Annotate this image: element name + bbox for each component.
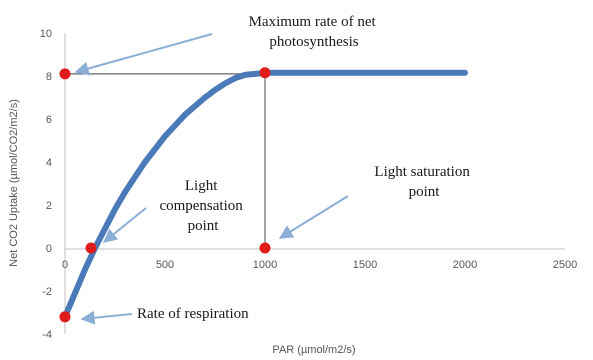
annotation-saturation: Light saturation point: [374, 164, 473, 200]
annotation-max-rate: Maximum rate of net photosynthesis: [249, 14, 380, 50]
y-tick-label: -4: [42, 329, 52, 341]
point-respiration: [59, 311, 71, 323]
y-tick-label: 8: [46, 71, 52, 83]
annotation-max-rate-line1: Maximum rate of net: [249, 14, 377, 30]
annotation-compensation-line2: compensation: [159, 198, 243, 214]
annotation-compensation-line3: point: [188, 218, 220, 234]
x-tick-label: 500: [156, 259, 174, 271]
x-tick-label: 1500: [353, 259, 377, 271]
arrow-max-rate: [74, 33, 213, 76]
y-tick-label: 0: [46, 243, 52, 255]
y-tick-label: 6: [46, 114, 52, 126]
y-tick-label: 10: [40, 28, 52, 40]
y-tick-labels: -4 -2 0 2 4 6 8 10: [40, 28, 52, 341]
y-tick-label: 4: [46, 157, 52, 169]
annotation-compensation-line1: Light: [185, 178, 218, 194]
point-saturation: [259, 242, 271, 254]
x-tick-labels: 0 500 1000 1500 2000 2500: [62, 259, 577, 271]
y-tick-label: -2: [42, 286, 52, 298]
guide-lines: [65, 72, 266, 248]
y-axis-title: Net CO2 Uptake (µmol/CO2/m2/s): [8, 99, 20, 267]
axes: [64, 33, 565, 334]
photosynthesis-curve: [62, 69, 468, 320]
x-tick-label: 2500: [553, 259, 577, 271]
annotation-arrows: [74, 33, 349, 325]
annotation-saturation-line1: Light saturation: [374, 164, 470, 180]
annotation-max-rate-line2: photosynthesis: [269, 34, 358, 50]
x-axis-title: PAR (µmol/m2/s): [272, 344, 355, 356]
annotation-respiration-line1: Rate of respiration: [137, 306, 249, 322]
point-max-rate: [59, 68, 71, 80]
arrow-respiration: [80, 310, 133, 325]
arrow-saturation: [278, 195, 349, 239]
arrow-compensation: [102, 207, 147, 243]
key-points: [59, 67, 271, 323]
annotation-compensation: Light compensation point: [159, 178, 246, 234]
x-tick-label: 0: [62, 259, 68, 271]
annotations: Maximum rate of net photosynthesis Light…: [137, 14, 473, 322]
annotation-respiration: Rate of respiration: [137, 306, 249, 322]
point-saturation-curve: [259, 67, 271, 79]
x-tick-label: 2000: [453, 259, 477, 271]
annotation-saturation-line2: point: [409, 184, 441, 200]
point-compensation: [85, 242, 97, 254]
x-tick-label: 1000: [253, 259, 277, 271]
y-tick-label: 2: [46, 200, 52, 212]
